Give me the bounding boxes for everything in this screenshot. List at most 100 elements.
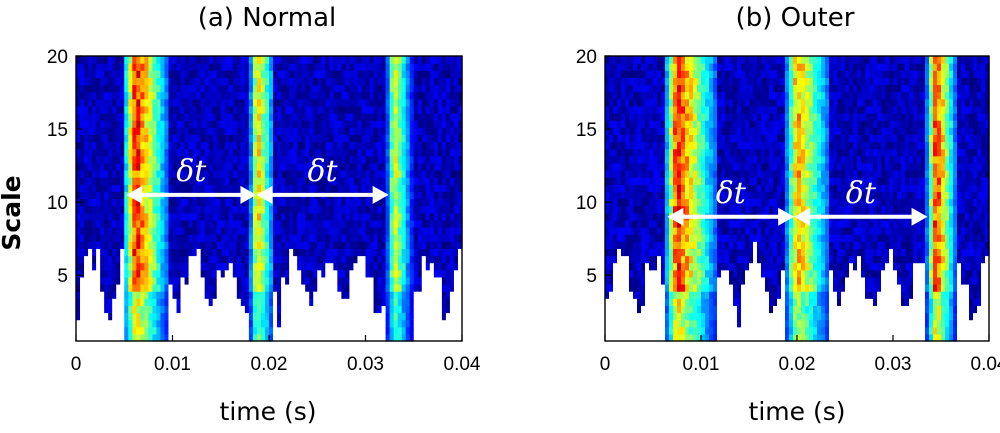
heatmap-cell <box>357 312 363 321</box>
heatmap-cell <box>148 98 153 107</box>
heatmap-cell <box>345 84 351 93</box>
heatmap-cell <box>120 205 125 214</box>
heatmap-cell <box>168 170 174 178</box>
heatmap-cell <box>657 305 662 314</box>
heatmap-cell <box>297 177 302 185</box>
heatmap-cell <box>76 177 81 185</box>
heatmap-cell <box>345 234 351 242</box>
heatmap-cell <box>605 241 610 249</box>
heatmap-cell <box>148 219 153 228</box>
heatmap-cell <box>417 219 423 228</box>
heatmap-cell <box>449 212 455 221</box>
heatmap-cell <box>369 241 375 249</box>
heatmap-cell <box>329 276 334 285</box>
heatmap-cell <box>673 234 678 242</box>
heatmap-cell <box>196 113 202 121</box>
heatmap-cell <box>369 127 375 135</box>
heatmap-cell <box>409 184 415 192</box>
heatmap-cell <box>176 63 182 71</box>
heatmap-cell <box>377 170 383 178</box>
heatmap-cell <box>212 141 218 150</box>
heatmap-cell <box>385 177 391 185</box>
heatmap-cell <box>256 333 262 342</box>
heatmap-cell <box>244 312 250 321</box>
heatmap-cell <box>148 305 153 314</box>
heatmap-cell <box>224 248 230 257</box>
heatmap-cell <box>685 319 690 328</box>
heatmap-cell <box>381 155 387 164</box>
heatmap-cell <box>180 298 186 306</box>
heatmap-cell <box>144 305 149 314</box>
heatmap-cell <box>609 98 614 107</box>
heatmap-cell <box>425 120 431 128</box>
heatmap-cell <box>333 105 338 114</box>
heatmap-cell <box>244 291 250 299</box>
heatmap-cell <box>361 234 367 242</box>
heatmap-cell <box>285 170 290 178</box>
heatmap-cell <box>148 333 153 342</box>
heatmap-cell <box>633 333 638 342</box>
heatmap-cell <box>248 262 254 271</box>
heatmap-cell <box>172 298 178 306</box>
heatmap-cell <box>445 298 451 306</box>
heatmap-cell <box>212 262 218 271</box>
heatmap-cell <box>252 269 258 278</box>
heatmap-cell <box>365 205 371 214</box>
heatmap-cell <box>136 219 141 228</box>
heatmap-cell <box>445 255 451 264</box>
heatmap-cell <box>273 162 278 171</box>
heatmap-cell <box>605 91 610 100</box>
heatmap-cell <box>641 98 646 107</box>
heatmap-cell <box>353 276 359 285</box>
heatmap-cell <box>140 113 145 121</box>
heatmap-cell <box>76 212 81 221</box>
heatmap-cell <box>617 177 622 185</box>
heatmap-cell <box>425 113 431 121</box>
heatmap-cell <box>108 148 113 157</box>
heatmap-cell <box>689 333 694 342</box>
heatmap-cell <box>641 162 646 171</box>
heatmap-cell <box>625 298 630 306</box>
heatmap-cell <box>645 284 650 292</box>
heatmap-cell <box>152 162 158 171</box>
heatmap-cell <box>609 255 614 264</box>
heatmap-cell <box>301 205 306 214</box>
heatmap-cell <box>361 162 367 171</box>
heatmap-cell <box>445 219 451 228</box>
heatmap-cell <box>196 170 202 178</box>
heatmap-cell <box>717 333 722 342</box>
heatmap-cell <box>369 227 375 235</box>
heatmap-cell <box>373 205 379 214</box>
heatmap-cell <box>277 241 282 249</box>
heatmap-cell <box>673 63 678 71</box>
heatmap-cell <box>405 184 411 192</box>
heatmap-cell <box>693 134 698 143</box>
heatmap-cell <box>621 134 626 143</box>
heatmap-cell <box>657 113 662 121</box>
heatmap-cell <box>96 248 101 257</box>
heatmap-cell <box>208 148 214 157</box>
heatmap-cell <box>433 184 439 192</box>
heatmap-cell <box>677 120 682 128</box>
heatmap-cell <box>264 184 270 192</box>
heatmap-cell <box>665 155 670 164</box>
heatmap-cell <box>256 234 262 242</box>
heatmap-cell <box>281 312 286 321</box>
heatmap-cell <box>80 70 85 78</box>
heatmap-cell <box>297 291 302 299</box>
heatmap-cell <box>96 177 101 185</box>
heatmap-cell <box>621 219 626 228</box>
heatmap-cell <box>365 113 371 121</box>
heatmap-cell <box>337 284 342 292</box>
heatmap-cell <box>697 155 702 164</box>
heatmap-cell <box>116 191 121 200</box>
heatmap-cell <box>701 70 706 78</box>
heatmap-cell <box>176 77 182 86</box>
heatmap-cell <box>613 162 618 171</box>
heatmap-cell <box>357 219 363 228</box>
heatmap-cell <box>373 170 379 178</box>
heatmap-cell <box>657 284 662 292</box>
heatmap-cell <box>701 262 706 271</box>
heatmap-cell <box>124 105 129 114</box>
heatmap-cell <box>361 269 367 278</box>
